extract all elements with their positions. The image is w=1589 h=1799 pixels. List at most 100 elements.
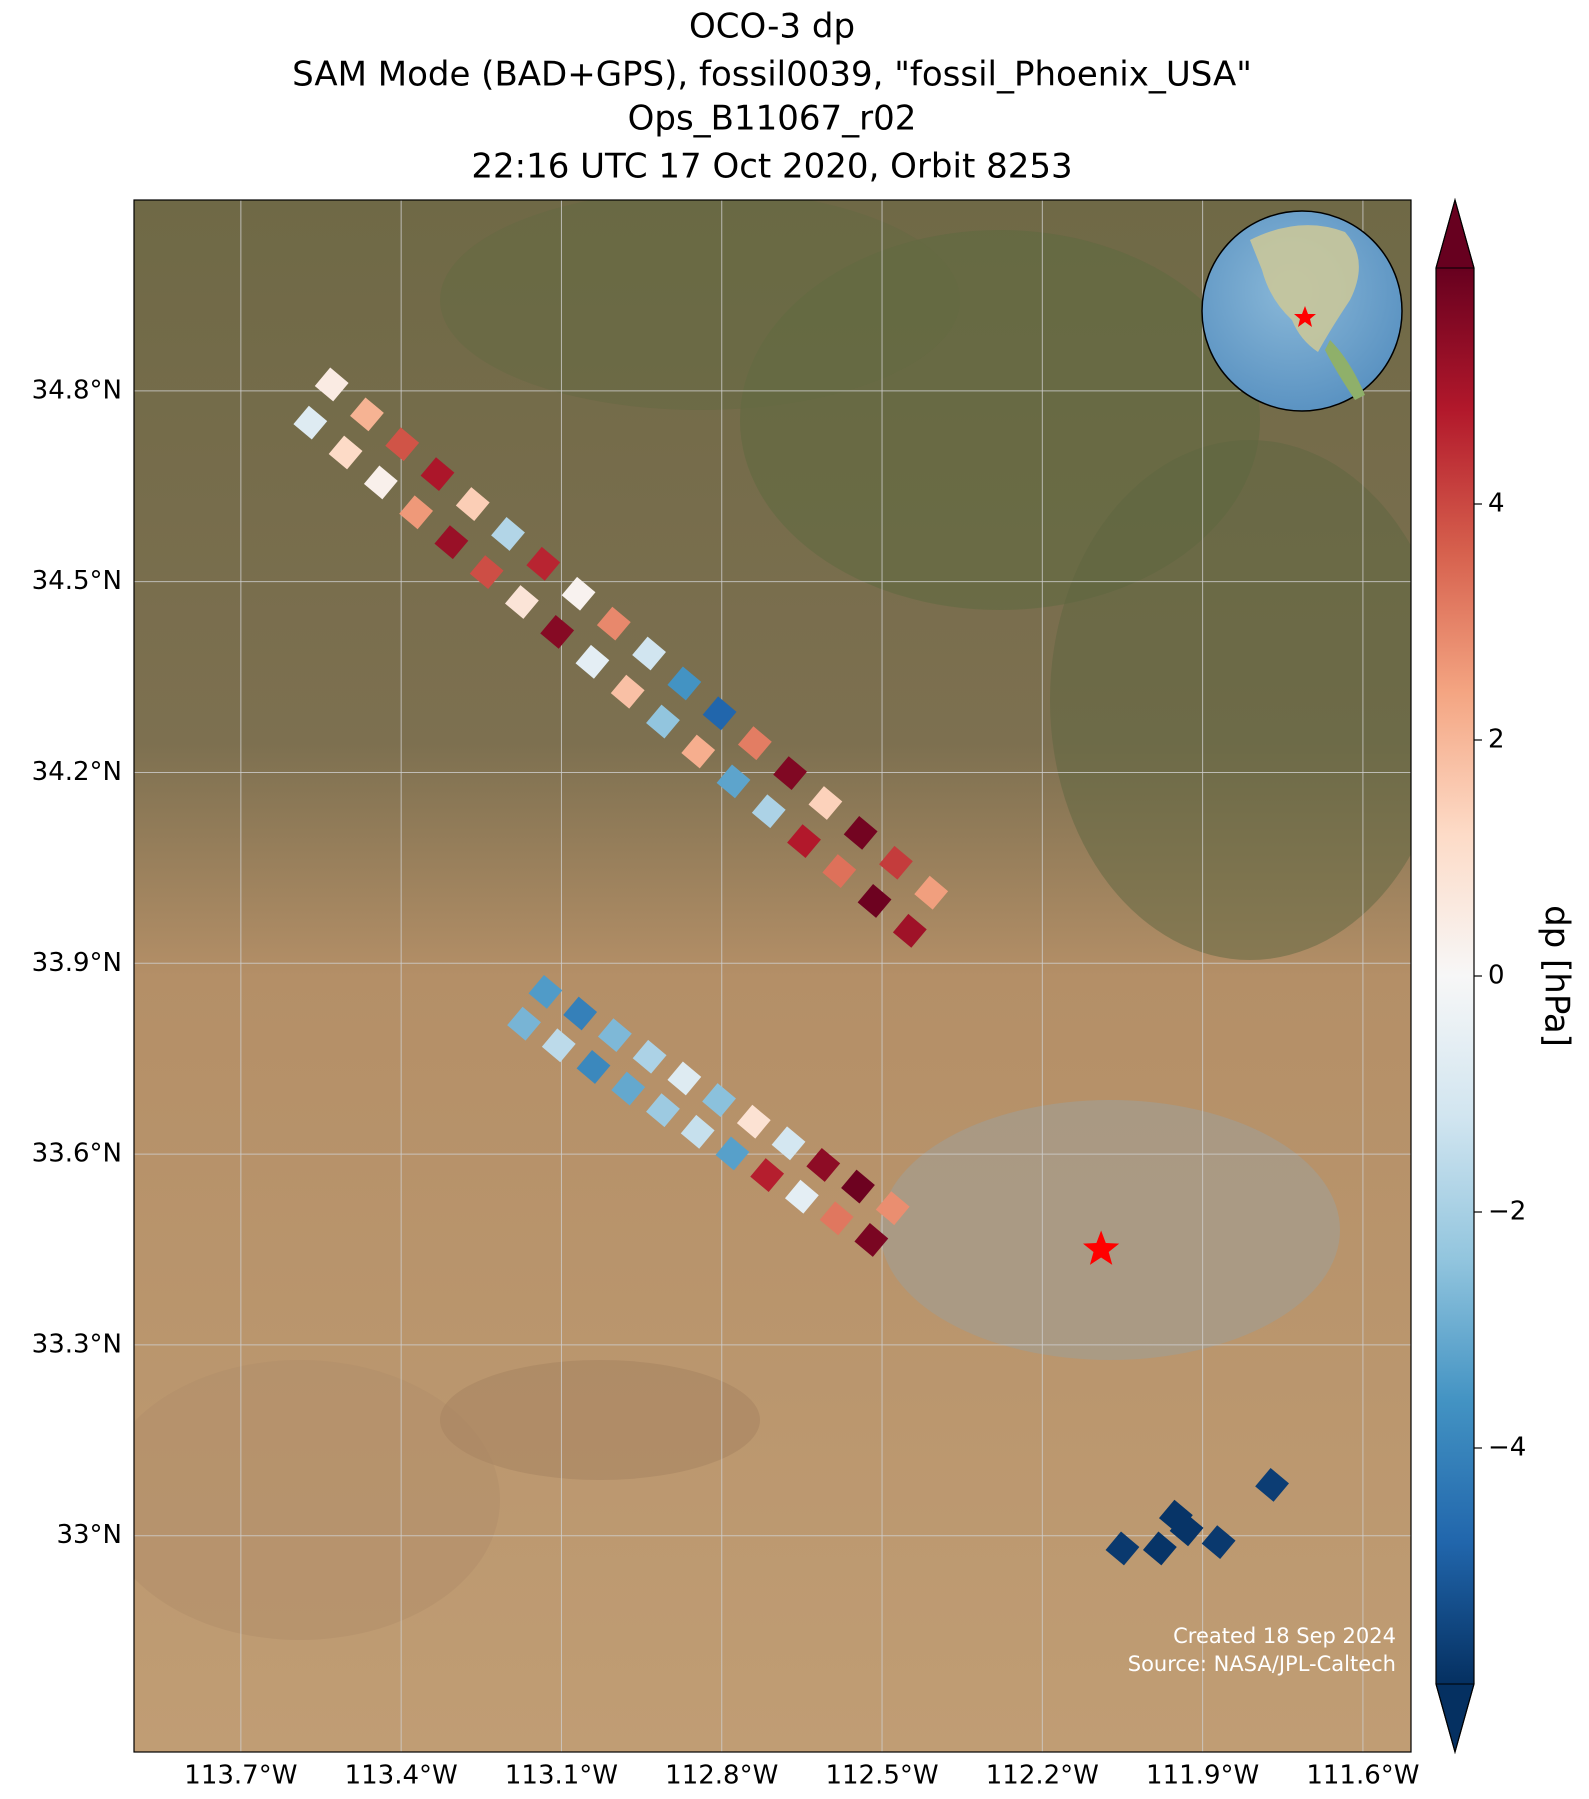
sounding-cell: [293, 405, 328, 440]
sounding-cell: [455, 487, 490, 521]
sounding-cell: [879, 845, 913, 880]
sounding-cell: [610, 674, 645, 709]
basemap: [134, 200, 1411, 1752]
colorbar-label: dp [hPa]: [1537, 905, 1577, 1047]
colorbar-extend-min: [1435, 1683, 1475, 1754]
sounding-cell: [680, 1114, 715, 1149]
sounding-cell: [350, 397, 384, 432]
sounding-cell: [363, 465, 398, 500]
sounding-cell: [505, 585, 539, 619]
x-tick-label: 113.7°W: [184, 1761, 297, 1791]
colorbar-tick-label: 2: [1488, 725, 1505, 755]
sounding-cell: [1105, 1531, 1140, 1566]
sounding-cell: [736, 1104, 771, 1139]
sounding-cell: [819, 1201, 854, 1236]
sounding-cell: [1255, 1467, 1289, 1502]
y-tick-label: 33.6°N: [32, 1139, 122, 1169]
sounding-cell: [1142, 1531, 1177, 1566]
sounding-cell: [702, 1083, 736, 1117]
sounding-cell: [751, 794, 786, 829]
sounding-cell: [611, 1071, 646, 1106]
sounding-cell: [784, 1179, 819, 1214]
x-tick-label: 113.1°W: [505, 1761, 618, 1791]
sounding-cell: [702, 696, 737, 731]
title-line: SAM Mode (BAD+GPS), fossil0039, "fossil_…: [292, 55, 1252, 95]
title-line: OCO-3 dp: [689, 7, 855, 47]
globe-inset: [1201, 210, 1403, 412]
sounding-cell: [646, 1093, 680, 1128]
sounding-cell: [526, 546, 561, 581]
sounding-cell: [541, 1028, 576, 1063]
sounding-cell: [715, 1136, 750, 1171]
sounding-cell: [596, 606, 631, 641]
soundings: [293, 367, 1289, 1566]
sounding-cell: [469, 555, 504, 590]
colorbar-tick-label: 0: [1488, 961, 1505, 991]
sounding-cell: [561, 576, 596, 611]
title-line: Ops_B11067_r02: [628, 99, 917, 139]
sounding-cell: [716, 764, 751, 799]
sounding-cell: [875, 1191, 910, 1226]
colorbar-tick-label: −4: [1488, 1433, 1526, 1463]
sounding-cell: [857, 884, 892, 918]
y-tick-label: 33°N: [56, 1520, 122, 1550]
x-tick-label: 112.5°W: [825, 1761, 938, 1791]
sounding-cell: [632, 636, 666, 671]
created-note: Created 18 Sep 2024: [1173, 1624, 1396, 1648]
sounding-cell: [399, 495, 434, 530]
colorbar: −4 −2 0 2 4 dp [hPa]: [1435, 197, 1577, 1755]
sounding-cell: [750, 1158, 785, 1192]
sounding-cell: [540, 614, 575, 649]
x-tick-label: 111.9°W: [1146, 1761, 1259, 1791]
sounding-cell: [806, 1148, 841, 1182]
sounding-cell: [563, 996, 598, 1031]
grid: [134, 200, 1411, 1752]
x-tick-label: 111.6°W: [1306, 1761, 1419, 1791]
sounding-cell: [841, 1169, 875, 1204]
colorbar-outline: [1435, 197, 1475, 1755]
map-frame: [133, 199, 1412, 1753]
sounding-cell: [632, 1039, 667, 1074]
sounding-cell: [328, 435, 363, 470]
y-tick-label: 34.8°N: [32, 375, 122, 405]
sounding-cell: [773, 756, 808, 791]
sounding-cell: [597, 1018, 632, 1053]
sounding-cell: [576, 1050, 611, 1084]
sounding-cell: [892, 913, 927, 948]
y-tick-label: 34.2°N: [32, 757, 122, 787]
colorbar-body: [1436, 268, 1474, 1684]
sounding-cell: [385, 427, 420, 462]
colorbar-tick-label: −2: [1488, 1197, 1526, 1227]
title-line: 22:16 UTC 17 Oct 2020, Orbit 8253: [471, 147, 1072, 187]
sounding-cell: [681, 734, 716, 769]
sounding-cell: [646, 704, 680, 739]
x-tick-label: 113.4°W: [345, 1761, 458, 1791]
sounding-cell: [667, 666, 702, 701]
sounding-cell: [1158, 1499, 1193, 1534]
colorbar-tick-label: 4: [1488, 489, 1505, 519]
source-note: Source: NASA/JPL-Caltech: [1128, 1652, 1396, 1676]
colorbar-extend-max: [1435, 198, 1475, 269]
sounding-cell: [575, 644, 610, 679]
sounding-cell: [434, 525, 469, 560]
sounding-cell: [528, 974, 563, 1009]
y-tick-label: 33.3°N: [32, 1329, 122, 1359]
sounding-cell: [854, 1223, 889, 1257]
x-tick-label: 112.2°W: [986, 1761, 1099, 1791]
sounding-cell: [914, 875, 949, 910]
sounding-cell: [737, 726, 772, 761]
sounding-cell: [822, 854, 857, 888]
sounding-cell: [843, 815, 878, 850]
y-tick-label: 33.9°N: [32, 948, 122, 978]
sounding-cell: [491, 517, 525, 551]
x-tick-label: 112.8°W: [665, 1761, 778, 1791]
sounding-cell: [808, 786, 843, 820]
sounding-cell: [787, 824, 821, 859]
sounding-cell: [1201, 1525, 1236, 1560]
y-tick-label: 34.5°N: [32, 566, 122, 596]
sounding-cell: [314, 367, 349, 402]
sounding-cell: [420, 457, 455, 492]
target-star: [1083, 1230, 1120, 1265]
sounding-cell: [771, 1126, 806, 1161]
